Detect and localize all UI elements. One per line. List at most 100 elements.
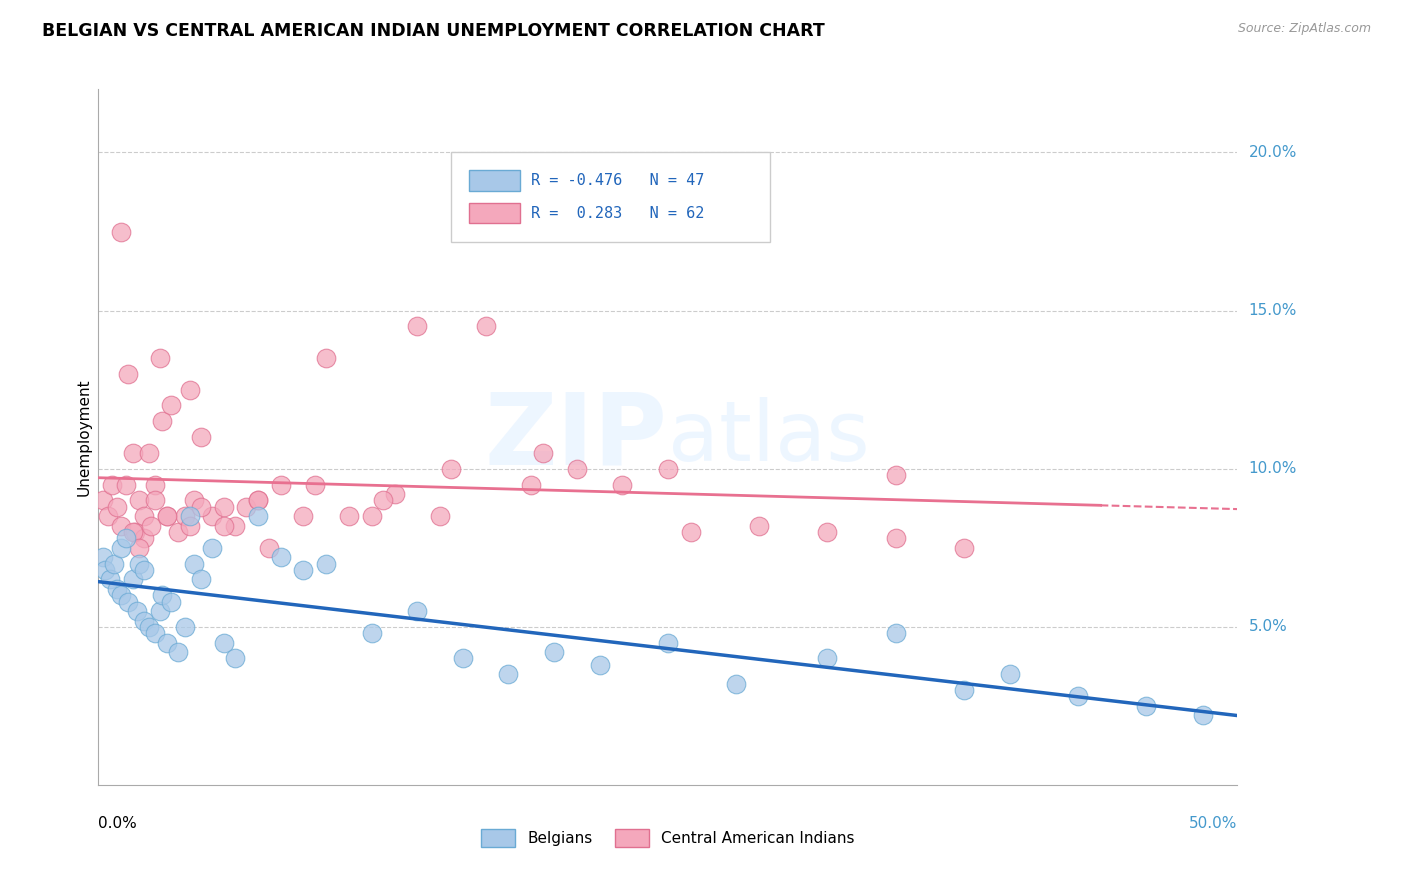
Point xyxy=(110,541,132,555)
Point xyxy=(292,563,315,577)
Point xyxy=(132,614,155,628)
Point xyxy=(1135,698,1157,713)
Point xyxy=(657,461,679,475)
Point xyxy=(474,319,496,334)
Text: 0.0%: 0.0% xyxy=(98,815,138,830)
Point xyxy=(114,477,136,491)
Point xyxy=(212,500,235,514)
Point xyxy=(1067,690,1090,704)
Point xyxy=(360,509,382,524)
Point xyxy=(953,541,976,555)
Point xyxy=(201,509,224,524)
Point xyxy=(246,493,269,508)
Text: 50.0%: 50.0% xyxy=(1189,815,1237,830)
FancyBboxPatch shape xyxy=(451,152,770,243)
Point xyxy=(953,683,976,698)
Point xyxy=(110,518,132,533)
Point xyxy=(179,383,201,397)
Point xyxy=(815,651,838,665)
Point xyxy=(406,319,429,334)
Point xyxy=(156,509,179,524)
Point xyxy=(520,477,543,491)
Point xyxy=(304,477,326,491)
Text: ZIP: ZIP xyxy=(485,389,668,485)
Legend: Belgians, Central American Indians: Belgians, Central American Indians xyxy=(481,830,855,847)
Point xyxy=(212,635,235,649)
Point xyxy=(612,477,634,491)
Point xyxy=(315,557,337,571)
Point xyxy=(884,468,907,483)
Point xyxy=(105,582,128,596)
Point xyxy=(748,518,770,533)
Point xyxy=(128,557,150,571)
Point xyxy=(360,626,382,640)
Point xyxy=(138,446,160,460)
Point xyxy=(156,509,179,524)
Point xyxy=(179,509,201,524)
Point xyxy=(174,620,197,634)
Point xyxy=(179,518,201,533)
Point xyxy=(201,541,224,555)
Text: 10.0%: 10.0% xyxy=(1249,461,1296,476)
Point xyxy=(145,493,167,508)
Point xyxy=(139,518,162,533)
Text: R =  0.283   N = 62: R = 0.283 N = 62 xyxy=(531,205,704,220)
Point xyxy=(127,604,149,618)
Point xyxy=(128,541,150,555)
Point xyxy=(121,524,143,539)
Point xyxy=(128,493,150,508)
Point xyxy=(103,557,125,571)
Point xyxy=(91,550,114,565)
Point xyxy=(96,509,118,524)
Point xyxy=(98,573,121,587)
Point xyxy=(110,588,132,602)
Point xyxy=(117,594,139,608)
Point xyxy=(725,677,748,691)
Point xyxy=(149,604,172,618)
Point xyxy=(1192,708,1215,723)
Bar xyxy=(468,169,520,191)
Point xyxy=(998,667,1021,681)
Point xyxy=(270,550,292,565)
Text: atlas: atlas xyxy=(668,397,869,477)
Point xyxy=(132,509,155,524)
Point xyxy=(565,461,588,475)
Point xyxy=(124,524,146,539)
Point xyxy=(150,588,173,602)
Point xyxy=(121,573,143,587)
Point xyxy=(105,500,128,514)
Point xyxy=(150,414,173,428)
Point xyxy=(259,541,281,555)
Point xyxy=(246,509,269,524)
Point xyxy=(160,594,183,608)
Point xyxy=(110,225,132,239)
Point xyxy=(94,563,117,577)
Point xyxy=(371,493,394,508)
Bar xyxy=(468,202,520,224)
Text: R = -0.476   N = 47: R = -0.476 N = 47 xyxy=(531,173,704,188)
Point xyxy=(132,531,155,545)
Point xyxy=(246,493,269,508)
Point xyxy=(657,635,679,649)
Point xyxy=(101,477,124,491)
Text: BELGIAN VS CENTRAL AMERICAN INDIAN UNEMPLOYMENT CORRELATION CHART: BELGIAN VS CENTRAL AMERICAN INDIAN UNEMP… xyxy=(42,22,825,40)
Point xyxy=(588,657,610,672)
Text: Source: ZipAtlas.com: Source: ZipAtlas.com xyxy=(1237,22,1371,36)
Text: 20.0%: 20.0% xyxy=(1249,145,1296,160)
Text: 5.0%: 5.0% xyxy=(1249,619,1286,634)
Point xyxy=(531,446,554,460)
Text: 15.0%: 15.0% xyxy=(1249,303,1296,318)
Point xyxy=(117,367,139,381)
Point xyxy=(174,509,197,524)
Point xyxy=(145,477,167,491)
Point xyxy=(224,651,246,665)
Point xyxy=(91,493,114,508)
Point xyxy=(132,563,155,577)
Point xyxy=(884,531,907,545)
Point xyxy=(156,635,179,649)
Point xyxy=(429,509,451,524)
Y-axis label: Unemployment: Unemployment xyxy=(76,378,91,496)
Point xyxy=(679,524,702,539)
Point xyxy=(292,509,315,524)
Point xyxy=(160,399,183,413)
